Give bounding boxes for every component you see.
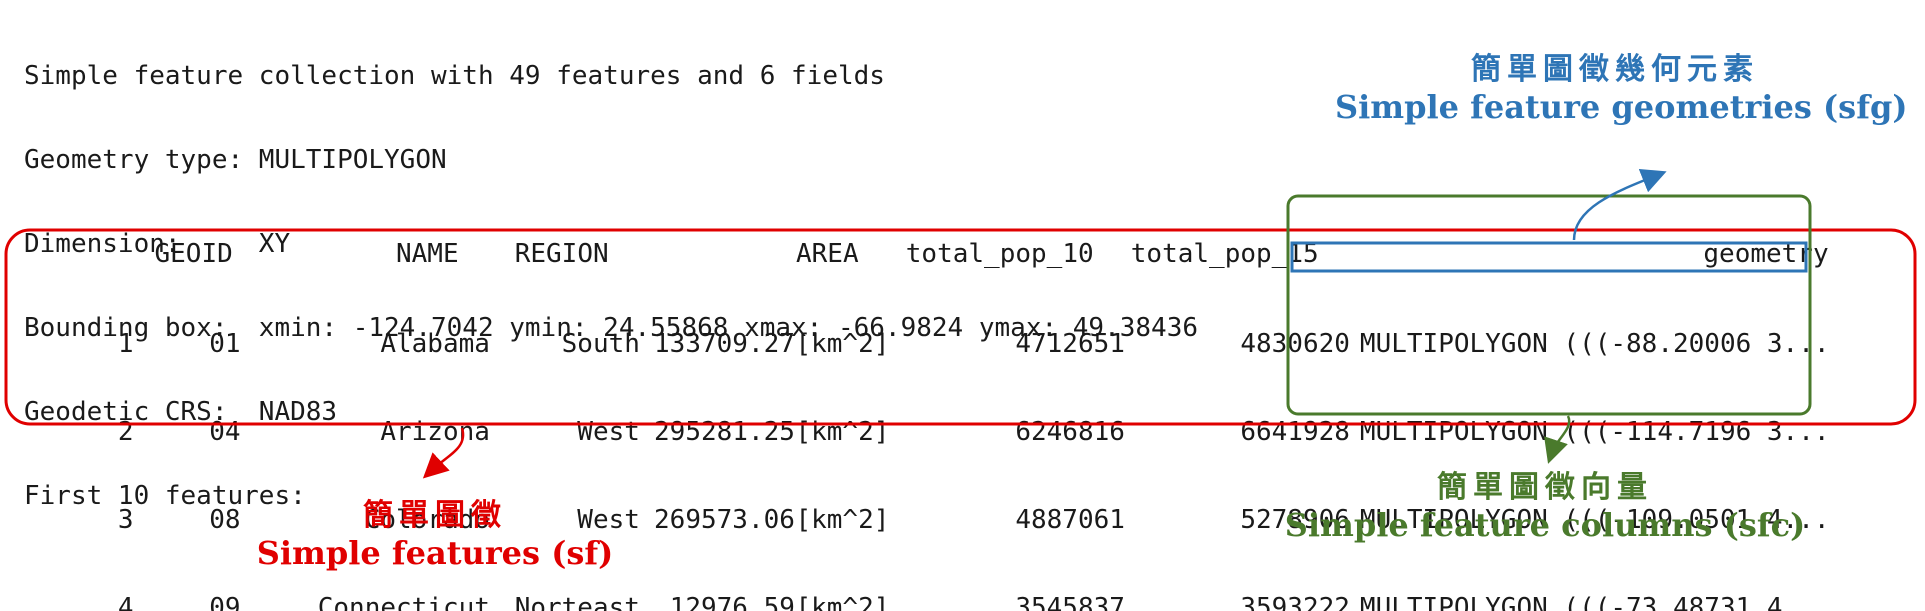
table-header: GEOID NAME REGION AREA total_pop_10 total_pop… — [24, 206, 1828, 269]
cell-name: Alabama — [380, 329, 490, 359]
cell-total-pop-15: 4830620 — [1240, 329, 1350, 359]
cell-area: 133709.27 — [654, 329, 795, 359]
cell-area-unit: [km^2] — [795, 505, 890, 535]
cell-region: South — [561, 329, 640, 359]
table-body: 1 01 Alabama South 133709.27[km^2] 4712651 483… — [24, 240, 1880, 611]
console-line: Dimension: XY — [24, 229, 291, 259]
cell-geoid: 04 — [209, 417, 241, 447]
table-row: 1 01 Alabama South 133709.27[km^2] 4712651 483… — [24, 296, 1880, 359]
sf-arrow — [422, 427, 465, 479]
console-line: Simple feature collection with 49 featur… — [24, 61, 885, 91]
sfc-annotation: 簡單圖徵向量 Simple feature columns (sfc) — [1265, 462, 1825, 544]
row-index: 1 — [117, 329, 134, 359]
cell-total-pop-15: 5278906 — [1240, 505, 1350, 535]
cell-region: West — [577, 417, 640, 447]
header-name: NAME — [396, 239, 459, 269]
cell-total-pop-10: 4712651 — [1015, 329, 1125, 359]
sfg-label-zh: 簡單圖徵幾何元素 — [1471, 52, 1759, 87]
cell-area-unit: [km^2] — [795, 417, 890, 447]
sfg-annotation: 簡單圖徵幾何元素 Simple feature geometries (sfg) — [1335, 44, 1908, 126]
cell-geoid: 08 — [209, 505, 241, 535]
header-geoid: GEOID — [154, 239, 233, 269]
cell-area-unit: [km^2] — [795, 329, 890, 359]
sfc-label-en: Simple feature columns (sfc) — [1284, 506, 1806, 544]
sf-label-en: Simple features (sf) — [256, 534, 614, 572]
cell-area-unit: [km^2] — [795, 593, 890, 611]
cell-geometry: MULTIPOLYGON (((-88.20006 3... — [1359, 329, 1830, 359]
cell-area: 12976.59 — [669, 593, 795, 611]
cell-geometry: MULTIPOLYGON (((-109.0501 4... — [1359, 505, 1830, 535]
sf-highlight-box — [4, 228, 1917, 426]
cell-name: Arizona — [380, 417, 490, 447]
console-output: Simple feature collection with 49 featur… — [24, 6, 1198, 566]
cell-region: West — [577, 505, 640, 535]
sfg-label-en: Simple feature geometries (sfg) — [1335, 88, 1908, 126]
sfc-label-zh: 簡單圖徵向量 — [1437, 470, 1653, 505]
sfg-arrow — [1572, 169, 1667, 241]
cell-total-pop-10: 6246816 — [1015, 417, 1125, 447]
cell-geometry: MULTIPOLYGON (((-73.48731 4... — [1359, 593, 1830, 611]
cell-geoid: 01 — [209, 329, 241, 359]
header-total-pop-10: total_pop_10 — [905, 239, 1094, 269]
sfg-highlight-box — [1290, 241, 1808, 273]
cell-geometry: MULTIPOLYGON (((-114.7196 3... — [1359, 417, 1830, 447]
cell-name: Colorado — [364, 505, 490, 535]
sf-label-zh: 簡單圖徵 — [363, 498, 507, 533]
sfc-arrow — [1544, 415, 1571, 464]
table-row: 3 08 Colorado West 269573.06[km^2] 4887061 527… — [24, 472, 1880, 535]
console-line: Bounding box: xmin: -124.7042 ymin: 24.5… — [24, 313, 1198, 343]
row-index: 3 — [117, 505, 134, 535]
table-row: 4 09 Connecticut Norteast 12976.59[km^2] 3545… — [24, 560, 1880, 611]
sfc-highlight-box — [1286, 194, 1812, 416]
cell-total-pop-10: 4887061 — [1015, 505, 1125, 535]
header-area: AREA — [796, 239, 859, 269]
header-region: REGION — [514, 239, 609, 269]
cell-total-pop-15: 6641928 — [1240, 417, 1350, 447]
cell-region: Norteast — [514, 593, 640, 611]
cell-area: 269573.06 — [654, 505, 795, 535]
cell-total-pop-10: 3545837 — [1015, 593, 1125, 611]
console-line: First 10 features: — [24, 481, 306, 511]
console-line: Geometry type: MULTIPOLYGON — [24, 145, 447, 175]
row-index: 4 — [117, 593, 134, 611]
cell-geoid: 09 — [209, 593, 241, 611]
sf-annotation: 簡單圖徵 Simple features (sf) — [225, 490, 645, 572]
table-row: 2 04 Arizona West 295281.25[km^2] 6246816 6641… — [24, 384, 1880, 447]
console-line: Geodetic CRS: NAD83 — [24, 397, 338, 427]
cell-area: 295281.25 — [654, 417, 795, 447]
cell-total-pop-15: 3593222 — [1240, 593, 1350, 611]
cell-name: Connecticut — [317, 593, 490, 611]
